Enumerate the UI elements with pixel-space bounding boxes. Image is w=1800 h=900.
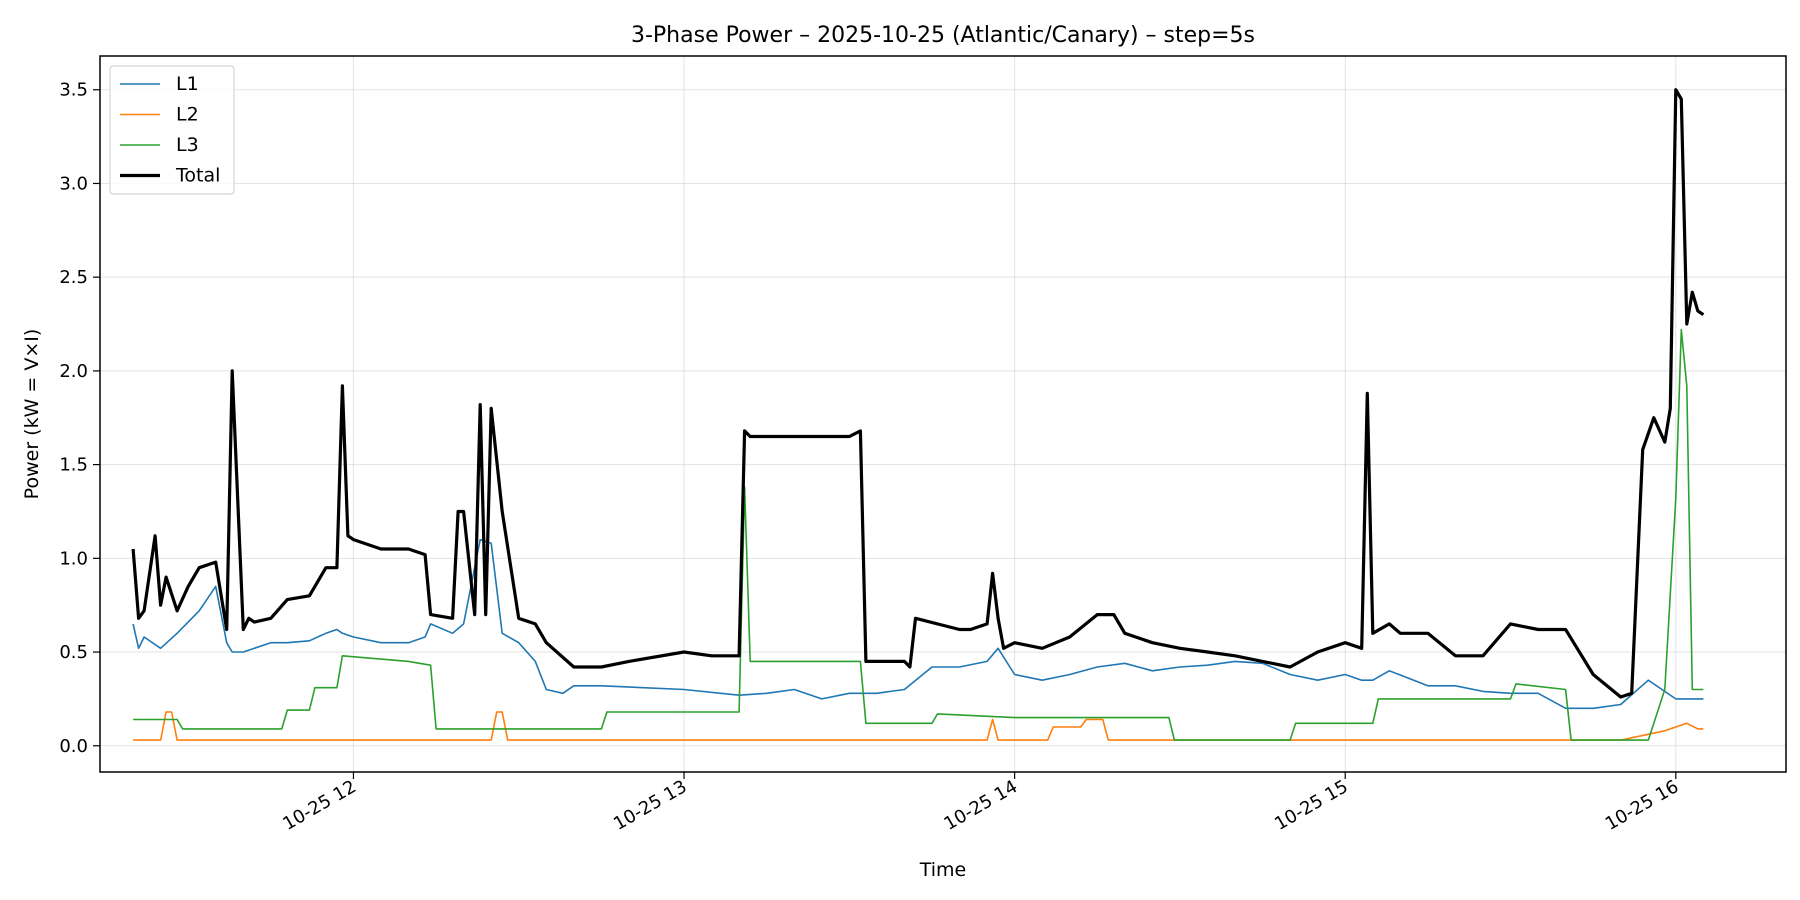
y-tick-label: 1.5: [59, 455, 88, 476]
series-line-l3: [133, 328, 1704, 741]
legend-box: [109, 65, 235, 195]
y-tick-label: 0.0: [59, 736, 88, 757]
chart-title: 3-Phase Power – 2025-10-25 (Atlantic/Can…: [631, 23, 1255, 48]
plot-area-frame: [99, 55, 1787, 773]
y-tick-label: 3.0: [59, 173, 88, 194]
grid: [100, 56, 1786, 772]
legend-label-l3: L3: [176, 134, 199, 156]
legend-label-total: Total: [175, 165, 220, 187]
y-tick-label: 0.5: [59, 642, 88, 663]
series-line-total: [131, 88, 1705, 699]
y-tick-label: 3.5: [59, 80, 88, 101]
x-axis-label: Time: [919, 859, 967, 881]
y-axis-ticks: 0.0 0.5 1.0 1.5 2.0 2.5 3.0 3.5: [59, 80, 100, 757]
legend: L1 L2 L3 Total: [109, 65, 235, 195]
series-line-l2: [133, 711, 1704, 741]
y-tick-label: 2.0: [59, 361, 88, 382]
series-line-l1: [132, 538, 1704, 710]
series-lines: [131, 88, 1705, 741]
y-axis-label: Power (kW = V×I): [21, 329, 43, 500]
legend-label-l1: L1: [176, 73, 199, 95]
y-tick-label: 2.5: [59, 267, 88, 288]
legend-label-l2: L2: [176, 104, 199, 126]
y-tick-label: 1.0: [59, 548, 88, 569]
